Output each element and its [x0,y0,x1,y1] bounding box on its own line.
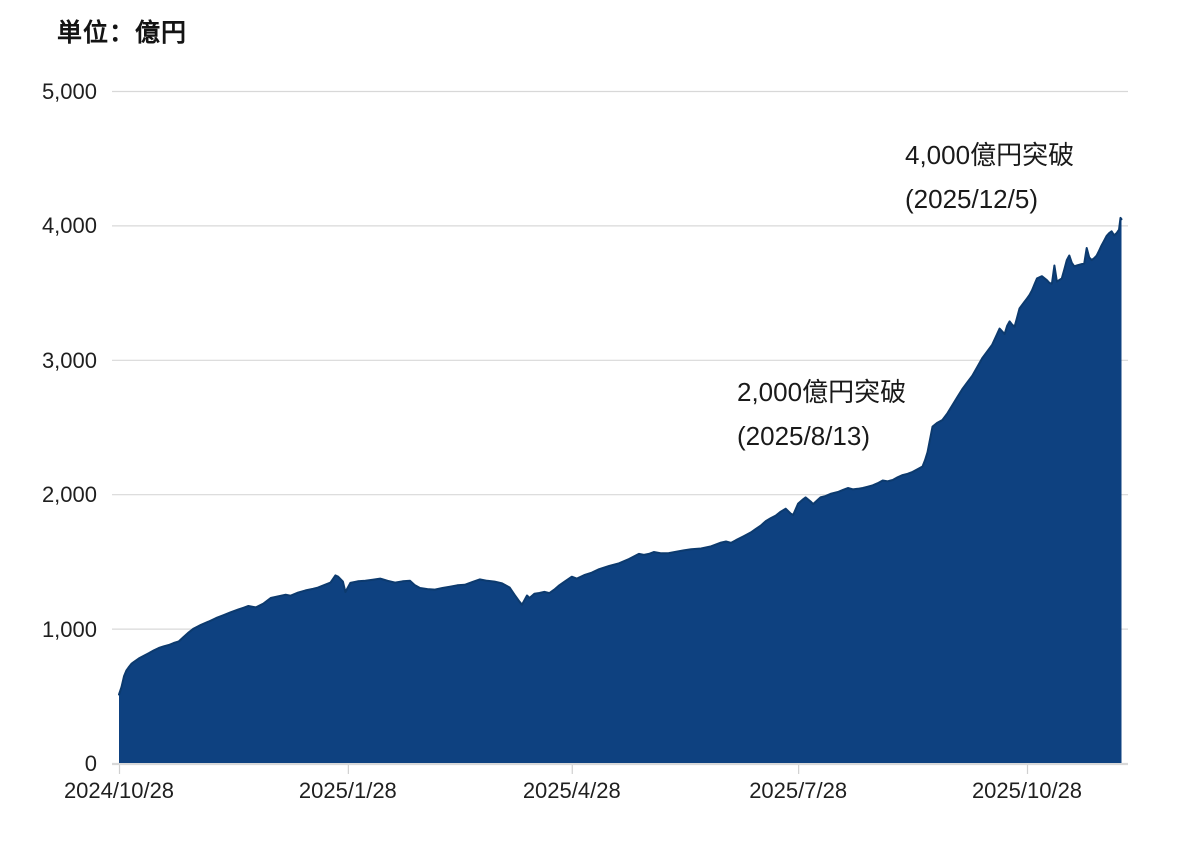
y-axis-label-1000: 1,000 [41,616,97,642]
annotation-4000-breakthrough: 4,000億円突破 (2025/12/5) [905,133,1074,221]
y-axis-label-4000: 4,000 [41,213,97,239]
x-axis-label-2025-4-28: 2025/4/28 [522,778,621,803]
x-axis-label-2025-1-28: 2025/1/28 [298,778,397,803]
area-series-edge [118,216,1123,696]
y-axis-label-5000: 5,000 [41,79,97,104]
unit-label: 単位：億円 [57,19,188,47]
x-axis-label-2025-7-28: 2025/7/28 [749,778,848,803]
y-axis-label-3000: 3,000 [41,347,97,373]
y-axis-label-0: 0 [84,751,97,776]
y-axis-label-2000: 2,000 [41,482,97,508]
annotation-4000-date: (2025/12/5) [905,184,1038,214]
annotation-2000-date: (2025/8/13) [737,421,870,451]
annotation-2000-title: 2,000億円突破 [737,377,907,407]
x-axis-label-2024-10-28: 2024/10/28 [63,778,175,803]
x-axis-label-2025-10-28: 2025/10/28 [971,778,1083,803]
area-series-fill [119,217,1122,763]
annotation-2000-breakthrough: 2,000億円突破 (2025/8/13) [737,370,906,458]
annotation-4000-title: 4,000億円突破 [905,140,1075,170]
